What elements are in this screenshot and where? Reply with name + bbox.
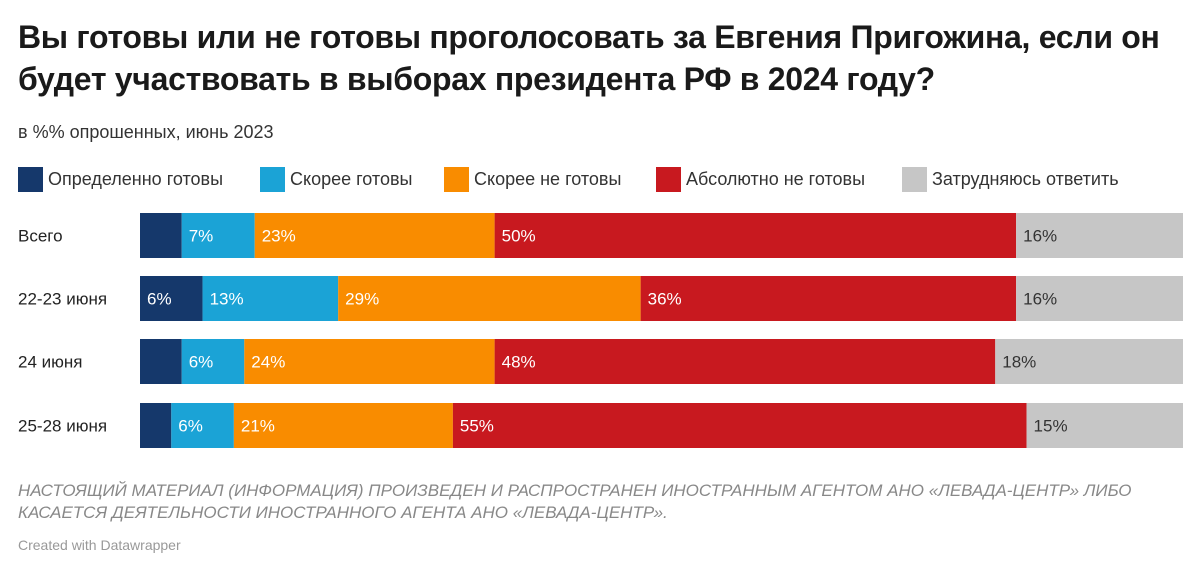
data-label: 50% bbox=[502, 227, 536, 246]
bar-segment bbox=[254, 213, 495, 258]
bar-segment bbox=[995, 339, 1183, 384]
bar-segment bbox=[140, 213, 182, 258]
legend: Определенно готовы Скорее готовы Скорее … bbox=[18, 166, 1188, 192]
data-label: 55% bbox=[460, 417, 494, 436]
data-label: 6% bbox=[147, 290, 172, 309]
legend-label-absolutely-not-ready: Абсолютно не готовы bbox=[686, 169, 866, 189]
legend-swatch-definitely-ready bbox=[18, 167, 43, 192]
data-label: 13% bbox=[210, 290, 244, 309]
category-label: 25-28 июня bbox=[18, 417, 107, 436]
stacked-bar-chart: Всего 7% 23% 50% 16% 22-23 июня 6% 13% 29% 36% 16%… bbox=[18, 213, 1183, 448]
bar-segment bbox=[244, 339, 495, 384]
category-label: 24 июня bbox=[18, 353, 82, 372]
data-label: 6% bbox=[178, 417, 203, 436]
bar-segment bbox=[181, 213, 255, 258]
legend-label-hard-to-say: Затрудняюсь ответить bbox=[932, 169, 1119, 189]
legend-swatch-rather-not-ready bbox=[444, 167, 469, 192]
bar-segment bbox=[233, 403, 453, 448]
bar-segment bbox=[171, 403, 234, 448]
bar-segment bbox=[1016, 276, 1183, 321]
data-label: 7% bbox=[189, 227, 214, 246]
legend-label-definitely-ready: Определенно готовы bbox=[48, 169, 224, 189]
data-label: 36% bbox=[648, 290, 682, 309]
category-label: Всего bbox=[18, 227, 63, 246]
legend-swatch-rather-ready bbox=[260, 167, 285, 192]
data-label: 6% bbox=[189, 353, 214, 372]
data-label: 21% bbox=[241, 417, 275, 436]
data-label: 48% bbox=[502, 353, 536, 372]
foreign-agent-notice: НАСТОЯЩИЙ МАТЕРИАЛ (ИНФОРМАЦИЯ) ПРОИЗВЕД… bbox=[18, 481, 1132, 522]
chart-subtitle: в %% опрошенных, июнь 2023 bbox=[18, 122, 274, 142]
bar-segment bbox=[494, 213, 1017, 258]
bar-segment bbox=[140, 403, 172, 448]
legend-label-rather-not-ready: Скорее не готовы bbox=[474, 169, 622, 189]
bar-segment bbox=[140, 339, 182, 384]
legend-swatch-hard-to-say bbox=[902, 167, 927, 192]
bar-segment bbox=[181, 339, 245, 384]
category-label: 22-23 июня bbox=[18, 290, 107, 309]
data-label: 16% bbox=[1023, 290, 1057, 309]
datawrapper-credit: Created with Datawrapper bbox=[18, 537, 181, 553]
data-label: 23% bbox=[262, 227, 296, 246]
data-label: 18% bbox=[1002, 353, 1036, 372]
bar-segment bbox=[140, 276, 203, 321]
data-label: 29% bbox=[345, 290, 379, 309]
bar-segment bbox=[202, 276, 339, 321]
bar-segment bbox=[452, 403, 1027, 448]
legend-swatch-absolutely-not-ready bbox=[656, 167, 681, 192]
bar-segment bbox=[1026, 403, 1183, 448]
data-label: 24% bbox=[251, 353, 285, 372]
chart-title: Вы готовы или не готовы проголосовать за… bbox=[18, 19, 1160, 97]
legend-label-rather-ready: Скорее готовы bbox=[290, 169, 413, 189]
bar-segment bbox=[494, 339, 996, 384]
bar-segment bbox=[1016, 213, 1183, 258]
data-label: 16% bbox=[1023, 227, 1057, 246]
data-label: 15% bbox=[1034, 417, 1068, 436]
bar-segment bbox=[338, 276, 641, 321]
bar-segment bbox=[640, 276, 1017, 321]
